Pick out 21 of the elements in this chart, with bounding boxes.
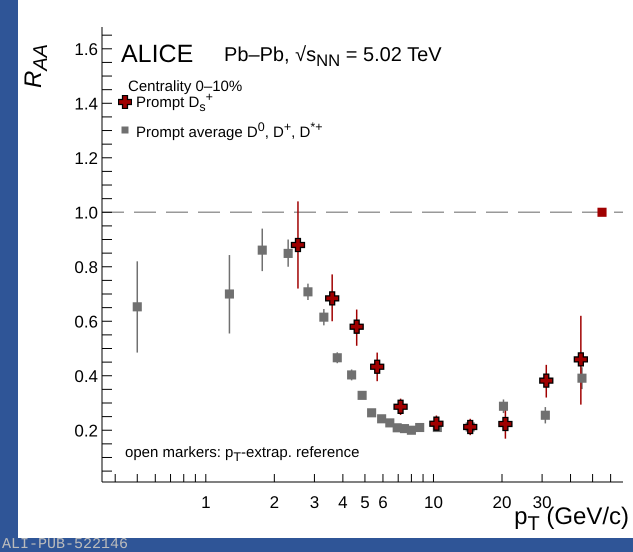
y-tick-label: 1.0	[74, 203, 98, 222]
y-tick-label: 1.4	[74, 94, 98, 114]
y-tick-label: 0.4	[74, 366, 98, 386]
y-tick-label: 0.6	[74, 312, 98, 332]
annotation: ALICE	[121, 40, 194, 69]
y-tick-label: 0.8	[74, 258, 98, 277]
y-tick-label: 0.2	[74, 421, 98, 440]
x-tick-label: 1	[201, 493, 211, 512]
x-tick-label: 4	[338, 493, 348, 512]
x-tick-label: 2	[270, 493, 280, 512]
y-tick-label: 1.2	[74, 148, 98, 168]
text: ALI-PUB-522146	[2, 536, 128, 552]
legend-label: Prompt average D$^{0}$, D$^{+}$, D$^{*+}$	[136, 119, 323, 141]
y-tick-label: 1.6	[74, 40, 98, 59]
x-tick-label: 5	[360, 493, 370, 512]
x-tick-label: 3	[310, 493, 320, 512]
annotation: Pb–Pb, √s$_{NN}$ = 5.02 TeV	[224, 44, 442, 71]
x-tick-label: 20	[492, 493, 512, 512]
x-tick-label: 6	[378, 493, 388, 512]
annotation: open markers: p$_{T}$-extrap. reference	[125, 444, 360, 464]
x-tick-label: 10	[424, 493, 443, 512]
